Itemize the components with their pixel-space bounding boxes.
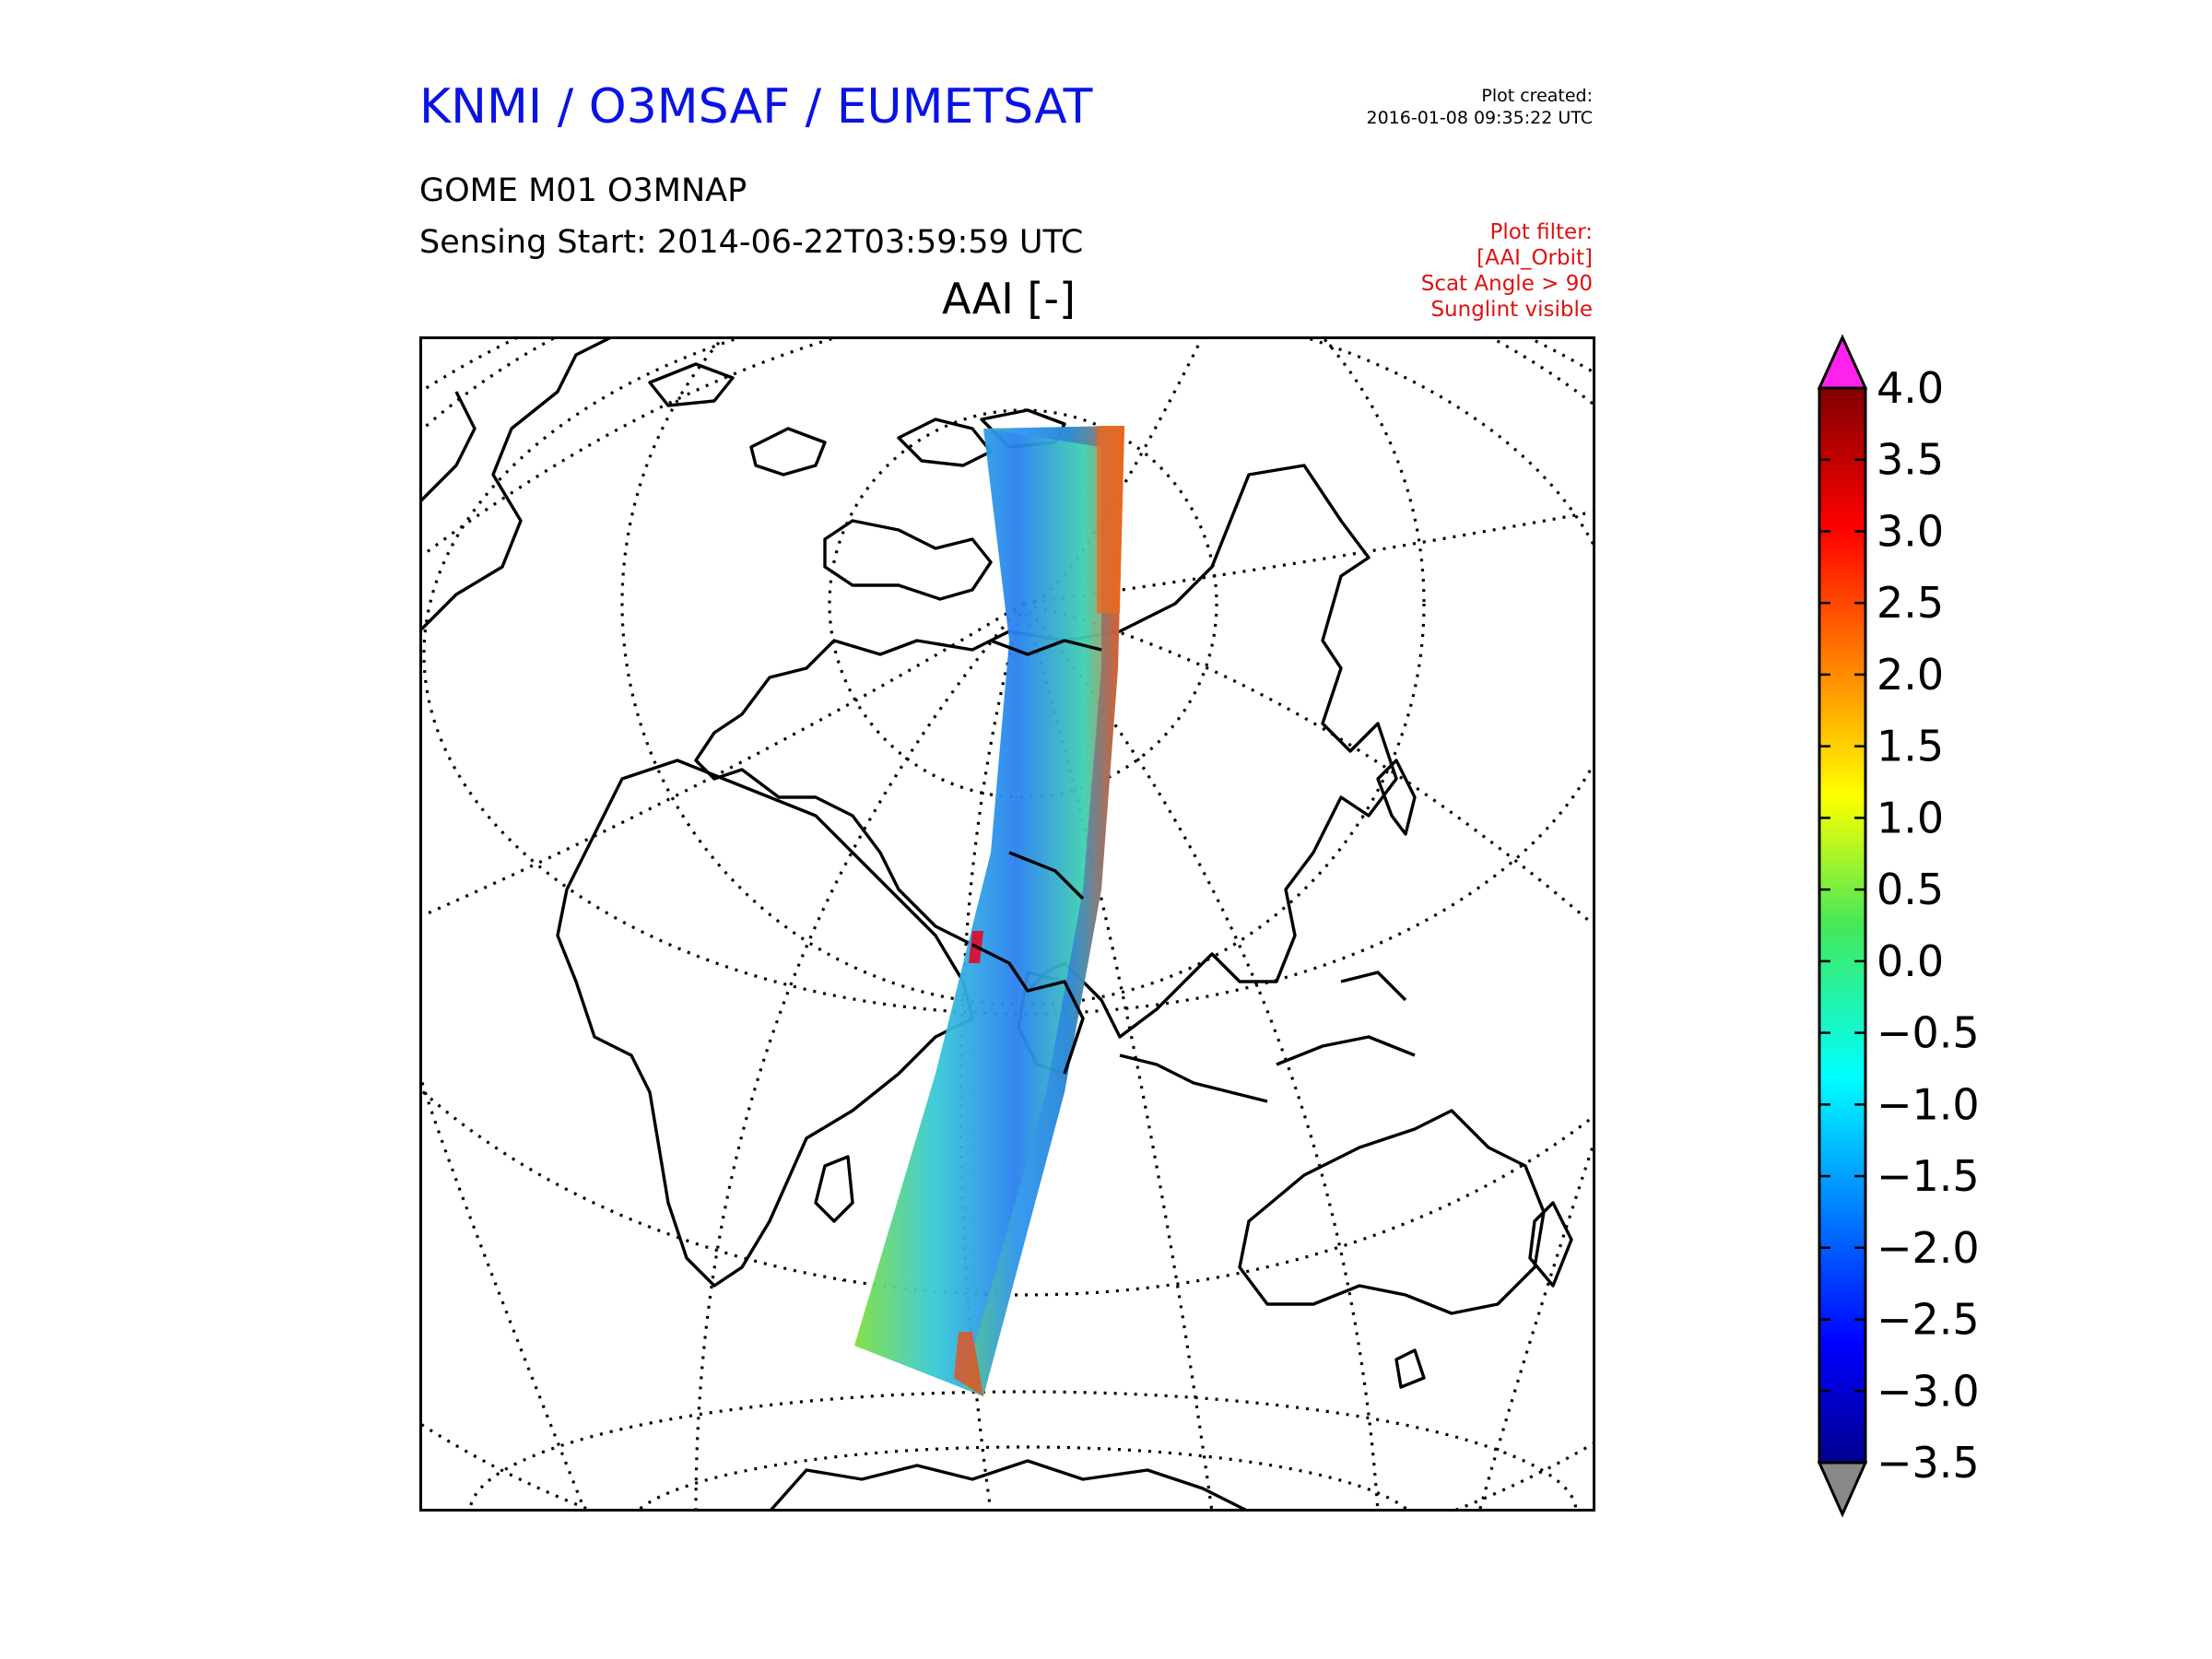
aai-swath [854, 426, 1124, 1396]
colorbar-tick-label: −1.0 [1877, 1079, 1980, 1129]
colorbar-tick-label: −0.5 [1877, 1008, 1980, 1058]
colorbar-tick-label: 0.0 [1877, 936, 1944, 986]
colorbar-tick-label: 0.5 [1877, 865, 1944, 914]
coastlines-overlay [971, 639, 1102, 1075]
plot-created: Plot created: 2016-01-08 09:35:22 UTC [1367, 85, 1594, 129]
colorbar-tick-label: 2.0 [1877, 650, 1944, 700]
colorbar-tick-label: −1.5 [1877, 1151, 1980, 1201]
colorbar-tick-label: −2.5 [1877, 1295, 1980, 1345]
colorbar-tick-label: 1.0 [1877, 793, 1944, 842]
plot-created-label: Plot created: [1481, 86, 1593, 106]
plot-filter-line: [AAI_Orbit] [1477, 246, 1593, 270]
product-name: GOME M01 O3MNAP [419, 172, 747, 209]
sensing-start: Sensing Start: 2014-06-22T03:59:59 UTC [419, 224, 1084, 261]
colorbar-tick-label: 4.0 [1877, 363, 1944, 413]
plot-filter-label: Plot filter: [1489, 220, 1593, 244]
colorbar-tick-label: 2.5 [1877, 578, 1944, 628]
plot-filter-line: Sunglint visible [1430, 298, 1593, 322]
plot-filter: Plot filter: [AAI_Orbit] Scat Angle > 90… [1421, 219, 1593, 323]
colorbar-under-triangle [1817, 1461, 1868, 1518]
map-svg [419, 336, 1595, 1512]
variable-title: AAI [-] [942, 274, 1076, 324]
plot-created-value: 2016-01-08 09:35:22 UTC [1366, 108, 1594, 128]
colorbar-tick-label: 1.5 [1877, 722, 1944, 771]
map-border [419, 336, 1595, 1512]
colorbar-tick-label: −2.0 [1877, 1223, 1980, 1273]
colorbar-tick-label: −3.0 [1877, 1366, 1980, 1416]
colorbar-tick-label: −3.5 [1877, 1438, 1980, 1488]
map-panel [419, 336, 1595, 1512]
colorbar-over-triangle [1817, 334, 1868, 390]
colorbar-ticks: 4.0 3.5 3.0 2.5 2.0 1.5 1.0 0.5 0.0 −0.5 −1.0 −1.5 −… [1819, 363, 1980, 1488]
colorbar-tick-label: 3.5 [1877, 435, 1944, 485]
colorbar-tick-label: 3.0 [1877, 506, 1944, 556]
agency-title: KNMI / O3MSAF / EUMETSAT [419, 79, 1093, 135]
colorbar-gradient [1818, 386, 1867, 1465]
plot-filter-line: Scat Angle > 90 [1420, 272, 1593, 296]
